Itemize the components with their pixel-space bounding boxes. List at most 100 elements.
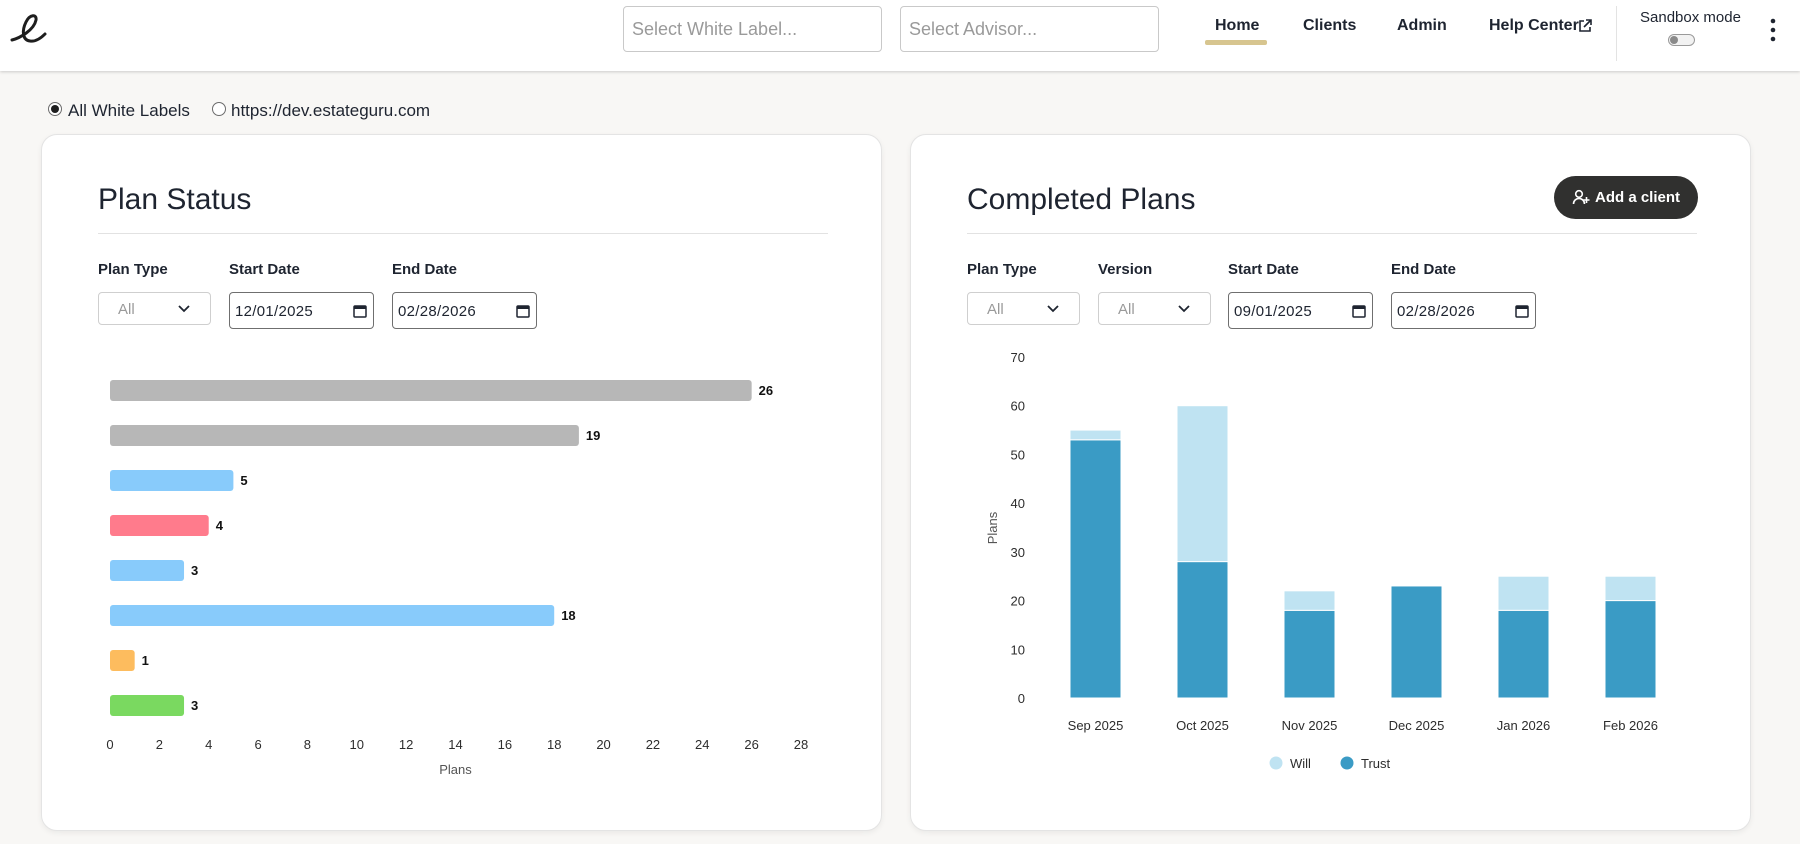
start-date-value: 09/01/2025	[1234, 303, 1313, 320]
nav-active-indicator	[1205, 40, 1267, 45]
x-tick-label: 26	[744, 737, 758, 752]
y-tick-label: 30	[1011, 545, 1025, 560]
radio-all-white-labels-label[interactable]: All White Labels	[68, 101, 190, 120]
x-tick-label: 0	[106, 737, 113, 752]
legend-swatch	[1269, 756, 1283, 770]
toggle-knob	[1670, 36, 1678, 44]
stacked-bar-segment-trust	[1604, 600, 1657, 699]
plan-type-dropdown[interactable]: All	[98, 292, 211, 325]
bar-value-label: 5	[240, 473, 247, 488]
x-tick-label: 6	[254, 737, 261, 752]
completed-plans-card: Completed Plans Add a client Plan Type V…	[910, 134, 1751, 831]
calendar-icon[interactable]	[1352, 304, 1366, 318]
calendar-icon[interactable]	[1515, 304, 1529, 318]
version-dropdown[interactable]: All	[1098, 292, 1211, 325]
external-link-icon[interactable]	[1577, 18, 1593, 34]
version-value: All	[1118, 301, 1135, 318]
radio-dev-estateguru[interactable]	[212, 102, 226, 116]
stacked-bar-segment-trust	[1069, 439, 1122, 699]
status-bar	[110, 650, 135, 671]
estateguru-logo[interactable]	[8, 10, 48, 50]
add-client-button[interactable]: Add a client	[1554, 176, 1698, 219]
header-divider	[1616, 6, 1617, 61]
completed-plans-chart: 0 10 20 30 40 50 60 70 Plans Sep 2025 Oct 2025 Nov …	[985, 350, 1658, 771]
bar-value-label: 26	[759, 383, 773, 398]
stacked-bar-segment-will	[1069, 429, 1122, 441]
x-tick-label: 14	[448, 737, 462, 752]
title-divider	[98, 233, 828, 234]
status-bar	[110, 425, 579, 446]
calendar-icon[interactable]	[353, 304, 367, 318]
status-bar	[110, 560, 185, 581]
start-date-input[interactable]: 09/01/2025	[1228, 292, 1373, 329]
nav-admin[interactable]: Admin	[1397, 17, 1447, 34]
nav-home[interactable]: Home	[1215, 17, 1260, 34]
legend-label: Trust	[1361, 756, 1391, 771]
x-tick-label: 8	[304, 737, 311, 752]
x-tick-label: Feb 2026	[1603, 718, 1658, 733]
y-tick-label: 60	[1011, 399, 1025, 414]
end-date-value: 02/28/2026	[398, 303, 477, 320]
x-tick-label: 22	[646, 737, 660, 752]
stacked-bar-segment-trust	[1390, 585, 1443, 699]
status-bar	[110, 515, 209, 536]
add-client-label: Add a client	[1595, 189, 1681, 206]
x-tick-label: 12	[399, 737, 413, 752]
stacked-bar-segment-trust	[1176, 561, 1229, 699]
x-tick-label: 4	[205, 737, 212, 752]
radio-dev-estateguru-label[interactable]: https://dev.estateguru.com	[231, 101, 431, 120]
sandbox-mode-toggle[interactable]	[1668, 34, 1695, 46]
end-date-input[interactable]: 02/28/2026	[1391, 292, 1536, 329]
bar-value-label: 4	[216, 518, 224, 533]
y-tick-label: 10	[1011, 642, 1025, 657]
add-user-icon	[1572, 189, 1590, 205]
stacked-bar-segment-will	[1604, 575, 1657, 602]
plan-type-label: Plan Type	[98, 261, 168, 278]
plan-status-title: Plan Status	[98, 183, 252, 216]
plan-status-card: Plan Status Plan Type Start Date End Dat…	[41, 134, 882, 831]
end-date-label: End Date	[1391, 261, 1457, 278]
end-date-input[interactable]: 02/28/2026	[392, 292, 537, 329]
legend-label: Will	[1290, 756, 1311, 771]
start-date-value: 12/01/2025	[235, 303, 314, 320]
title-divider	[967, 233, 1697, 234]
advisor-select[interactable]: Select Advisor...	[900, 6, 1159, 52]
completed-plans-title: Completed Plans	[967, 183, 1196, 216]
status-bar	[110, 380, 752, 401]
nav-clients[interactable]: Clients	[1303, 17, 1357, 34]
bar-value-label: 1	[142, 653, 149, 668]
x-tick-label: Nov 2025	[1282, 718, 1338, 733]
legend-swatch	[1340, 756, 1354, 770]
plan-type-value: All	[118, 301, 135, 318]
status-bar	[110, 695, 185, 716]
x-tick-label: 24	[695, 737, 709, 752]
start-date-input[interactable]: 12/01/2025	[229, 292, 374, 329]
white-label-select[interactable]: Select White Label...	[623, 6, 882, 52]
top-navigation-bar: Select White Label... Select Advisor... …	[0, 0, 1800, 71]
bar-value-label: 19	[586, 428, 600, 443]
more-options-icon[interactable]	[1770, 18, 1776, 42]
bar-value-label: 3	[191, 563, 198, 578]
status-bar	[110, 605, 555, 626]
start-date-label: Start Date	[229, 261, 300, 278]
y-tick-label: 0	[1018, 691, 1025, 706]
calendar-icon[interactable]	[516, 304, 530, 318]
x-tick-label: Oct 2025	[1176, 718, 1229, 733]
stacked-bar-segment-will	[1283, 590, 1336, 611]
radio-all-white-labels[interactable]	[48, 102, 62, 116]
x-axis-title: Plans	[439, 762, 472, 777]
chevron-down-icon	[178, 305, 190, 313]
nav-help-center[interactable]: Help Center	[1489, 17, 1579, 34]
status-bar	[110, 470, 234, 491]
x-tick-label: Sep 2025	[1068, 718, 1124, 733]
plan-type-dropdown[interactable]: All	[967, 292, 1080, 325]
y-tick-label: 20	[1011, 594, 1025, 609]
x-tick-label: 16	[498, 737, 512, 752]
end-date-value: 02/28/2026	[1397, 303, 1476, 320]
y-tick-label: 70	[1011, 350, 1025, 365]
x-tick-label: 28	[794, 737, 808, 752]
stacked-bar-segment-trust	[1497, 609, 1550, 699]
bar-value-label: 18	[561, 608, 575, 623]
stacked-bar-segment-trust	[1283, 609, 1336, 699]
